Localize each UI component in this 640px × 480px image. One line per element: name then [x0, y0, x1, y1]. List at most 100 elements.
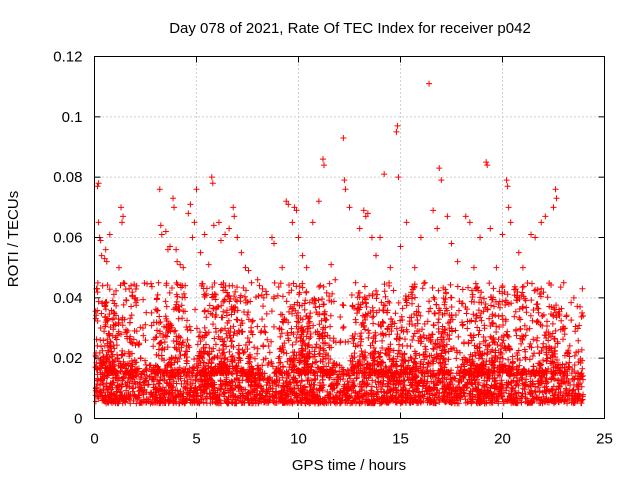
data-point — [163, 303, 170, 310]
data-point — [201, 231, 208, 238]
data-point — [429, 331, 436, 338]
y-axis-label: ROTI / TECUs — [5, 191, 22, 287]
data-point — [299, 252, 306, 259]
data-point — [381, 288, 388, 295]
data-point — [212, 341, 219, 348]
data-point — [185, 210, 192, 217]
data-point — [446, 399, 453, 406]
data-point — [472, 280, 479, 287]
data-point — [136, 392, 143, 399]
data-point — [162, 228, 169, 235]
data-point — [148, 283, 155, 290]
data-point — [552, 186, 559, 193]
data-point — [430, 294, 437, 301]
data-point — [176, 400, 183, 407]
data-point — [331, 376, 338, 383]
data-point — [290, 280, 297, 287]
data-point — [570, 294, 577, 301]
data-point — [334, 381, 341, 388]
data-point — [404, 391, 411, 398]
data-point — [413, 374, 420, 381]
data-point — [97, 325, 104, 332]
data-point — [566, 387, 573, 394]
data-point — [575, 337, 582, 344]
data-point — [94, 376, 101, 383]
data-point — [578, 397, 585, 404]
data-point — [352, 279, 359, 286]
data-point — [299, 388, 306, 395]
data-point — [571, 375, 578, 382]
data-point — [182, 385, 189, 392]
data-point — [134, 396, 141, 403]
data-point — [471, 377, 478, 384]
data-point — [493, 329, 500, 336]
data-point — [539, 389, 546, 396]
data-point — [450, 385, 457, 392]
data-point — [574, 376, 581, 383]
data-point — [490, 285, 497, 292]
data-point — [356, 225, 363, 232]
data-point — [234, 383, 241, 390]
data-point — [174, 387, 181, 394]
data-point — [435, 316, 442, 323]
data-point — [460, 339, 467, 346]
data-point — [177, 375, 184, 382]
data-point — [256, 282, 263, 289]
data-point — [218, 314, 225, 321]
data-point — [557, 284, 564, 291]
y-tick-label: 0.02 — [53, 350, 82, 367]
data-point — [464, 325, 471, 332]
data-point — [488, 390, 495, 397]
data-point — [92, 398, 99, 405]
data-point — [340, 323, 347, 330]
data-point — [532, 389, 539, 396]
data-point — [360, 207, 367, 214]
data-point — [156, 313, 163, 320]
data-point — [537, 397, 544, 404]
data-point — [217, 381, 224, 388]
data-point — [97, 237, 104, 244]
data-point — [137, 384, 144, 391]
data-point — [551, 395, 558, 402]
data-point — [468, 396, 475, 403]
data-point — [126, 378, 133, 385]
data-point — [484, 162, 491, 169]
data-point — [378, 373, 385, 380]
data-point — [513, 332, 520, 339]
data-point — [234, 298, 241, 305]
data-point — [247, 383, 254, 390]
data-point — [522, 356, 529, 363]
data-point — [553, 195, 560, 202]
y-tick-label: 0.12 — [53, 49, 82, 66]
data-point — [274, 292, 281, 299]
data-point — [233, 400, 240, 407]
y-tick-label: 0.1 — [62, 109, 83, 126]
data-point — [417, 234, 424, 241]
data-point — [192, 306, 199, 313]
data-point — [515, 249, 522, 256]
data-point — [424, 318, 431, 325]
data-point — [504, 332, 511, 339]
data-point — [531, 287, 538, 294]
data-point — [522, 394, 529, 401]
data-point — [539, 344, 546, 351]
data-point — [486, 280, 493, 287]
data-point — [263, 310, 270, 317]
data-point — [327, 323, 334, 330]
data-point — [505, 204, 512, 211]
data-point — [421, 279, 428, 286]
data-point — [573, 382, 580, 389]
data-point — [279, 389, 286, 396]
data-point — [358, 330, 365, 337]
data-point — [454, 283, 461, 290]
data-point — [202, 307, 209, 314]
data-point — [401, 336, 408, 343]
data-point — [391, 396, 398, 403]
data-point — [448, 303, 455, 310]
data-point — [336, 388, 343, 395]
data-point — [211, 381, 218, 388]
data-point — [358, 348, 365, 355]
data-point — [251, 378, 258, 385]
data-point — [343, 390, 350, 397]
data-point — [523, 304, 530, 311]
